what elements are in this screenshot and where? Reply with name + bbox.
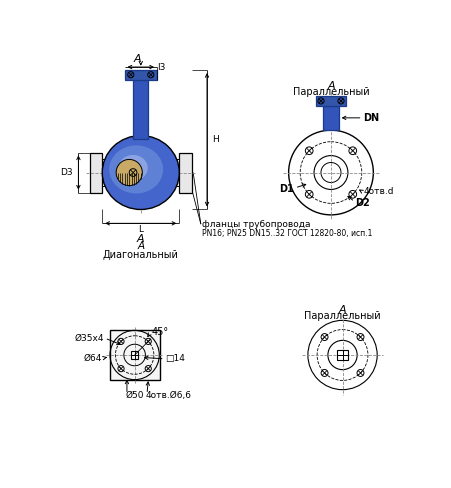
Text: 4отв.Ø6,6: 4отв.Ø6,6 [145,390,191,400]
Bar [124,70,156,80]
Ellipse shape [118,155,147,181]
Bar [130,351,138,359]
Text: D1: D1 [279,184,293,194]
Ellipse shape [116,160,142,185]
Text: 45°: 45° [151,327,168,337]
Text: D2: D2 [355,198,369,208]
Bar [322,105,338,130]
Text: D3: D3 [60,168,73,177]
Text: l3: l3 [157,62,166,72]
Bar [315,96,345,105]
Ellipse shape [102,136,179,209]
Bar [102,159,107,186]
Text: Параллельный: Параллельный [304,311,380,321]
Bar [133,80,148,140]
Bar [174,159,179,186]
Text: Ø50: Ø50 [125,390,143,400]
Text: H: H [211,135,218,144]
Bar [90,152,102,193]
Text: Параллельный: Параллельный [292,87,368,98]
Bar [336,349,347,361]
Text: □14: □14 [165,354,185,364]
Text: A: A [338,305,345,315]
Text: PN16; PN25 DN15..32 ГОСТ 12820-80, исп.1: PN16; PN25 DN15..32 ГОСТ 12820-80, исп.1 [202,229,372,238]
Text: L: L [138,225,143,234]
Text: DN: DN [363,113,378,123]
Text: A: A [137,242,144,251]
Text: Диагональный: Диагональный [103,250,178,260]
Text: фланцы трубопровода: фланцы трубопровода [202,220,310,229]
Bar [179,152,191,193]
Ellipse shape [109,145,163,193]
Bar [110,330,160,381]
Text: A: A [137,234,144,244]
Text: Ø35х4: Ø35х4 [74,334,104,343]
Text: A: A [133,54,140,64]
Text: A: A [327,81,334,90]
Text: Ø64: Ø64 [84,354,102,363]
Text: 4отв.d: 4отв.d [363,187,393,196]
